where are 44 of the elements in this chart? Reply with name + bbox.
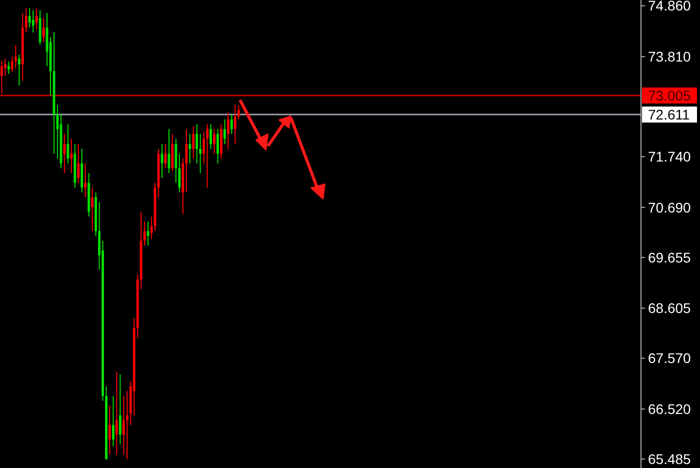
y-tick-label: 67.570 — [648, 350, 692, 366]
candlestick — [14, 44, 17, 69]
candlestick — [108, 405, 111, 455]
candlestick — [146, 220, 150, 246]
candlestick — [112, 395, 114, 447]
y-tick-label: 70.690 — [648, 199, 692, 216]
candlestick — [202, 131, 206, 164]
candlestick — [42, 17, 45, 43]
y-tick-label: 68.605 — [648, 300, 692, 316]
ref-line-label: 72.611 — [648, 106, 690, 122]
candlestick — [192, 126, 195, 160]
candlestick — [28, 8, 31, 28]
candlestick — [206, 124, 208, 188]
y-tick-label: 69.655 — [648, 249, 692, 266]
candlestick — [210, 124, 212, 150]
candlestick — [234, 104, 236, 145]
candlestick — [32, 10, 34, 33]
candlestick — [118, 374, 122, 445]
candlestick — [168, 128, 170, 174]
candlestick — [188, 133, 192, 164]
candlestick — [70, 138, 73, 174]
candlestick — [230, 114, 233, 134]
y-tick-label: 71.740 — [648, 148, 692, 165]
candlestick — [213, 128, 216, 154]
candlestick — [18, 54, 20, 86]
candlestick — [216, 128, 219, 164]
ref-line-label: 73.005 — [648, 87, 692, 104]
candlestick — [66, 124, 70, 164]
candlestick — [91, 187, 94, 232]
candlestick — [84, 162, 87, 198]
candlestick — [63, 133, 66, 174]
y-tick-label: 73.810 — [648, 48, 692, 64]
y-tick-label: 74.860 — [648, 0, 692, 14]
candlestick — [77, 144, 80, 184]
y-tick-label: 66.520 — [648, 400, 692, 417]
candlestick — [0, 60, 3, 94]
candlestick — [223, 118, 226, 145]
candlestick — [35, 8, 38, 30]
candlestick — [115, 371, 118, 455]
candlestick — [7, 60, 10, 74]
candlestick — [4, 58, 6, 76]
candlestick — [196, 124, 198, 164]
candlestick — [226, 112, 230, 150]
y-tick-label: 65.485 — [648, 450, 692, 467]
